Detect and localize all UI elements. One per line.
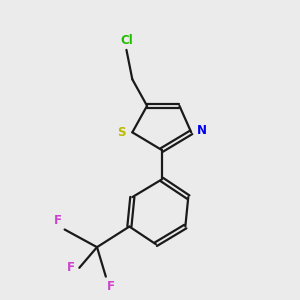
- Text: S: S: [117, 126, 126, 139]
- Text: Cl: Cl: [120, 34, 133, 47]
- Text: F: F: [107, 280, 115, 292]
- Text: N: N: [196, 124, 206, 137]
- Text: F: F: [67, 261, 75, 274]
- Text: F: F: [54, 214, 62, 226]
